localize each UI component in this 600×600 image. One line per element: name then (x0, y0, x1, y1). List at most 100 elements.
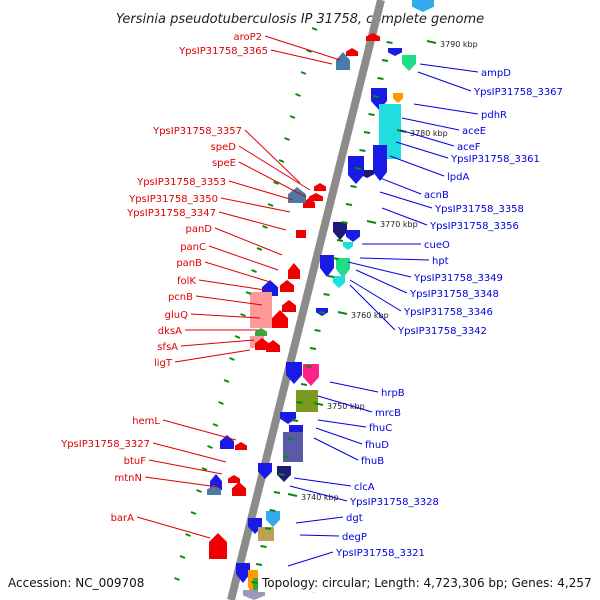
scale-label: 3740 kbp (301, 493, 339, 502)
gene-arrow (282, 300, 296, 312)
gene-label-YpsIP31758_3358: YpsIP31758_3358 (434, 204, 524, 215)
tick-mark (273, 491, 281, 494)
tick-mark (332, 257, 339, 260)
gene-arrow (280, 280, 294, 292)
leader-line (204, 261, 271, 283)
tick-mark (345, 203, 353, 206)
scale-tick (366, 220, 377, 224)
leader-line (289, 485, 348, 502)
scale-tick (337, 311, 348, 315)
leader-line (228, 180, 294, 201)
tick-mark (354, 167, 362, 170)
tick-mark (306, 49, 312, 53)
gene-label-YpsIP31758_3346: YpsIP31758_3346 (403, 307, 493, 318)
leader-line (379, 177, 422, 195)
leader-line (413, 103, 479, 115)
gene-arrow (336, 258, 350, 278)
leader-line (270, 49, 333, 65)
gene-label-aroP2: aroP2 (233, 32, 262, 43)
gene-arrow (333, 276, 345, 288)
tick-mark (240, 313, 246, 317)
gene-arrow (320, 255, 334, 277)
gene-arrow (266, 340, 280, 352)
gene-label-panD: panD (185, 224, 212, 235)
scale-label: 3750 kbp (327, 402, 365, 411)
leader-line (347, 261, 412, 278)
gene-label-folK: folK (177, 276, 196, 287)
tick-mark (359, 149, 366, 152)
gene-label-sfsA: sfsA (157, 342, 178, 353)
tick-mark (174, 577, 180, 581)
leader-line (317, 419, 367, 428)
leader-line (317, 395, 373, 413)
tick-mark (289, 115, 296, 119)
gene-arrow (393, 93, 403, 103)
gene-label-YpsIP31758_3321: YpsIP31758_3321 (335, 548, 425, 559)
leader-line (315, 427, 363, 445)
gene-label-YpsIP31758_3365: YpsIP31758_3365 (178, 46, 268, 57)
gene-label-degP: degP (342, 532, 367, 543)
gene-block (283, 432, 303, 462)
genome-backbone (227, 0, 385, 600)
gene-label-ligT: ligT (154, 358, 173, 369)
tick-mark (273, 181, 279, 185)
tick-mark (318, 311, 326, 314)
gene-label-hemL: hemL (132, 416, 160, 427)
gene-label-fhuC: fhuC (369, 423, 392, 434)
leader-line (148, 459, 223, 475)
gene-label-YpsIP31758_3327: YpsIP31758_3327 (60, 439, 150, 450)
leader-line (379, 191, 433, 209)
gene-arrow (346, 48, 358, 56)
tick-mark (323, 293, 330, 296)
tick-mark (305, 365, 312, 368)
gene-label-ampD: ampD (481, 68, 511, 79)
tick-mark (291, 419, 299, 422)
gene-arrow (343, 242, 353, 250)
gene-label-gluQ: gluQ (165, 310, 188, 321)
tick-mark (381, 59, 389, 62)
tick-mark (185, 533, 191, 537)
footer-topology: Topology: circular; Length: 4,723,306 bp… (261, 576, 592, 590)
leader-line (238, 161, 307, 198)
leader-line (144, 476, 219, 488)
gene-label-acnB: acnB (424, 190, 449, 201)
leader-line (401, 117, 460, 131)
scale-tick (426, 40, 437, 44)
gene-block (250, 292, 272, 328)
leader-line (195, 295, 263, 306)
gene-label-hpt: hpt (432, 256, 449, 267)
gene-label-fhuB: fhuB (361, 456, 384, 467)
gene-label-fhuD: fhuD (365, 440, 389, 451)
tick-mark (309, 347, 317, 350)
gene-arrow (255, 338, 269, 350)
gene-arrow (373, 145, 387, 181)
tick-mark (295, 93, 301, 97)
scale-label: 3770 kbp (380, 220, 418, 229)
leader-line (244, 129, 301, 184)
gene-arrow (314, 183, 326, 191)
gene-label-aceF: aceF (457, 142, 481, 153)
gene-label-mrcB: mrcB (375, 408, 401, 419)
leader-line (198, 279, 266, 291)
gene-arrow (412, 0, 434, 12)
tick-mark (350, 185, 357, 188)
tick-mark (264, 527, 272, 530)
tick-mark (196, 489, 202, 493)
gene-label-YpsIP31758_3348: YpsIP31758_3348 (409, 289, 499, 300)
gene-label-YpsIP31758_3342: YpsIP31758_3342 (397, 326, 487, 337)
leader-line (349, 279, 402, 312)
leader-line (419, 63, 479, 73)
gene-label-YpsIP31758_3328: YpsIP31758_3328 (349, 497, 439, 508)
gene-label-pcnB: pcnB (168, 292, 193, 303)
tick-mark (377, 77, 384, 80)
gene-arrow (258, 463, 272, 479)
tick-mark (190, 511, 197, 515)
gene-arrow (266, 511, 280, 527)
gene-label-panB: panB (176, 258, 202, 269)
leader-line (208, 245, 279, 271)
tick-mark (267, 203, 274, 207)
leader-line (218, 211, 287, 231)
gene-arrow (303, 364, 319, 386)
leader-line (180, 339, 255, 347)
